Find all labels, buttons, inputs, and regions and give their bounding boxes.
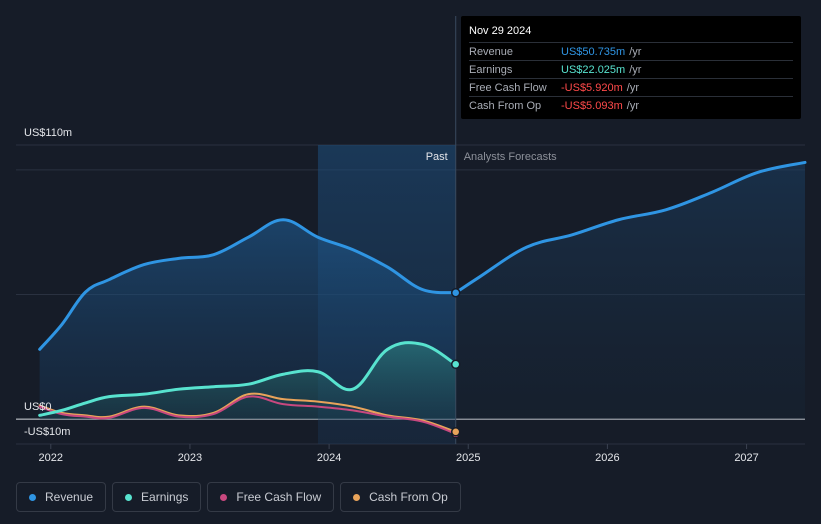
tooltip: Nov 29 2024 Revenue US$50.735m /yr Earni… <box>461 16 801 119</box>
forecast-label: Analysts Forecasts <box>464 151 557 163</box>
tooltip-unit: /yr <box>626 99 639 112</box>
area-revenue-forecast <box>455 162 805 420</box>
tooltip-value: -US$5.093m <box>561 99 623 112</box>
legend-dot-icon <box>125 493 133 501</box>
x-tick-label: 2027 <box>734 452 758 464</box>
legend-label: Cash From Op <box>369 490 448 504</box>
legend-label: Free Cash Flow <box>236 490 322 504</box>
marker-revenue <box>450 288 461 298</box>
x-tick-label: 2023 <box>178 452 202 464</box>
y-tick-label: US$110m <box>24 127 72 139</box>
line-earnings <box>38 341 458 417</box>
area-earnings <box>39 342 456 420</box>
axis-labels: US$110m US$0 -US$10m 2022 2023 2024 2025 2026 20… <box>24 127 759 464</box>
line-revenue-forecast <box>454 160 807 295</box>
tooltip-value: US$22.025m <box>561 63 626 76</box>
series-lines <box>38 160 807 439</box>
past-label: Past <box>426 151 448 163</box>
legend: Revenue Earnings Free Cash Flow Cash Fro… <box>16 482 461 512</box>
tooltip-row-revenue: Revenue US$50.735m /yr <box>469 42 793 60</box>
tooltip-label: Revenue <box>469 45 514 58</box>
x-tick-label: 2026 <box>595 452 619 464</box>
tooltip-value: US$50.735m <box>561 45 626 58</box>
marker-earnings <box>450 359 461 370</box>
area-revenue <box>39 219 456 420</box>
legend-label: Earnings <box>141 490 189 504</box>
legend-dot-icon <box>29 493 36 501</box>
tooltip-row-earnings: Earnings US$22.025m /yr <box>469 60 793 78</box>
legend-item-cash-from-op[interactable]: Cash From Op <box>340 482 461 512</box>
legend-item-free-cash-flow[interactable]: Free Cash Flow <box>207 482 335 512</box>
chart-area: US$110m US$0 -US$10m 2022 2023 2024 2025 2026 20… <box>16 16 807 464</box>
legend-item-earnings[interactable]: Earnings <box>112 482 202 512</box>
tooltip-date: Nov 29 2024 <box>469 25 532 37</box>
x-tick-label: 2022 <box>39 452 63 464</box>
x-tick-label: 2024 <box>317 452 341 464</box>
line-revenue <box>38 218 458 351</box>
line-free-cash-flow <box>38 395 457 435</box>
tooltip-unit: /yr <box>629 63 642 76</box>
line-cash-from-op <box>38 392 457 433</box>
tooltip-value: -US$5.920m <box>561 81 623 94</box>
tooltip-row-free-cash-flow: Free Cash Flow -US$5.920m /yr <box>469 78 793 96</box>
tooltip-label: Earnings <box>469 63 513 76</box>
legend-dot-icon <box>220 493 228 501</box>
legend-dot-icon <box>353 493 361 501</box>
x-tick-label: 2025 <box>456 452 480 464</box>
y-tick-label: US$0 <box>24 401 52 413</box>
legend-label: Revenue <box>45 490 94 504</box>
legend-item-revenue[interactable]: Revenue <box>16 482 107 512</box>
tooltip-unit: /yr <box>626 81 639 94</box>
marker-cash-from-op <box>450 427 461 437</box>
tooltip-row-cash-from-op: Cash From Op -US$5.093m /yr <box>469 96 793 114</box>
y-tick-label: -US$10m <box>24 426 70 438</box>
tooltip-unit: /yr <box>629 45 642 58</box>
tooltip-label: Cash From Op <box>469 99 542 112</box>
series-areas <box>39 162 805 420</box>
tooltip-label: Free Cash Flow <box>469 81 547 94</box>
